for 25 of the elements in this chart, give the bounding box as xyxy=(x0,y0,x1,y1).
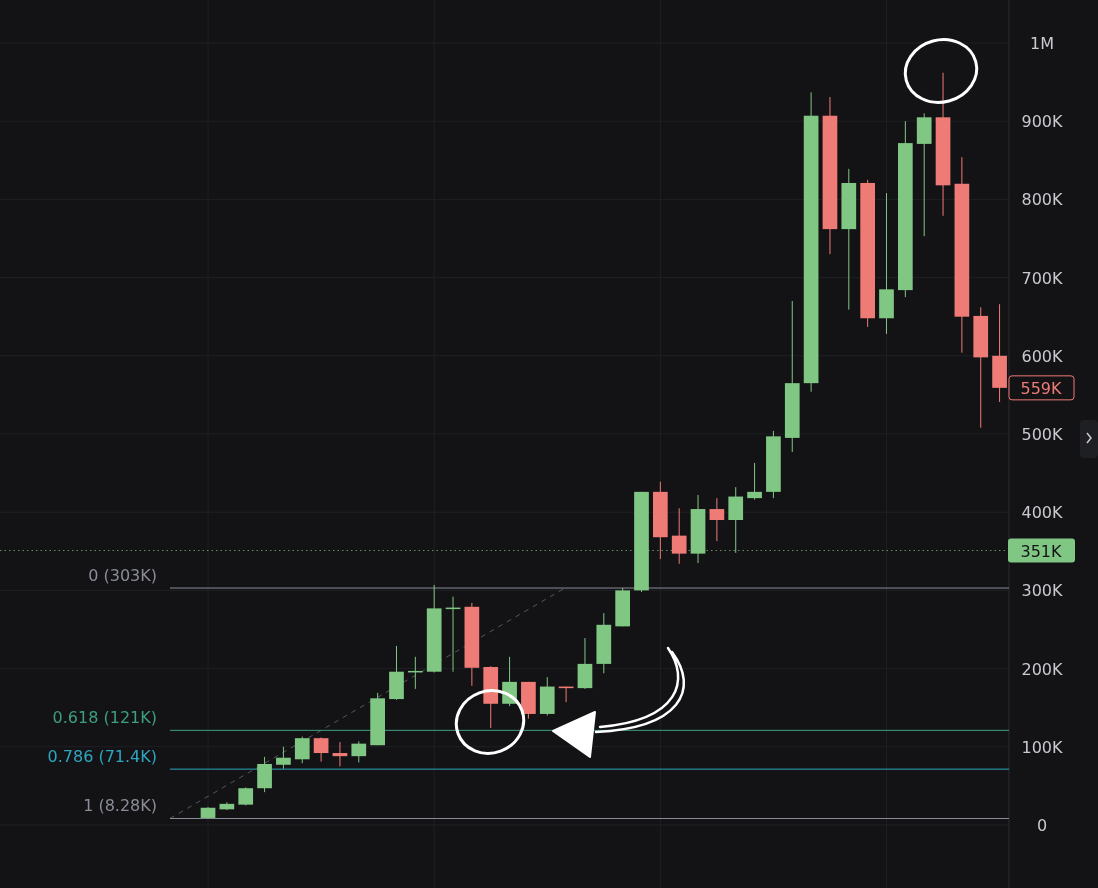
y-tick-label: 800K xyxy=(1021,190,1064,210)
candlestick xyxy=(747,462,762,501)
ref-line-label: 1 (8.28K) xyxy=(83,796,157,816)
candlestick xyxy=(294,736,310,764)
y-tick-label: 0 xyxy=(1036,815,1048,835)
candlestick xyxy=(671,507,687,565)
candlestick xyxy=(276,746,291,770)
candlestick xyxy=(313,736,329,763)
ref-line-label: 0 (303K) xyxy=(88,566,157,586)
y-tick-label: 600K xyxy=(1021,346,1064,366)
y-tick-label: 500K xyxy=(1021,424,1064,444)
text: 559K xyxy=(1020,378,1063,398)
y-tick-label: 1M xyxy=(1030,34,1054,54)
y-tick-label: 100K xyxy=(1021,737,1064,757)
ref-line-label: 351K xyxy=(1020,541,1063,561)
y-tick-label: 400K xyxy=(1021,503,1064,523)
candlestick xyxy=(332,741,348,767)
y-tick-label: 900K xyxy=(1021,112,1064,132)
ref-line-label: 0.786 (71.4K) xyxy=(47,747,157,767)
y-tick-label: 200K xyxy=(1021,659,1064,679)
ref-line-label: 0.618 (121K) xyxy=(52,708,157,728)
candlestick xyxy=(709,497,725,542)
y-tick-label: 300K xyxy=(1021,581,1064,601)
candlestick xyxy=(351,740,367,763)
y-tick-label: 700K xyxy=(1021,268,1064,288)
